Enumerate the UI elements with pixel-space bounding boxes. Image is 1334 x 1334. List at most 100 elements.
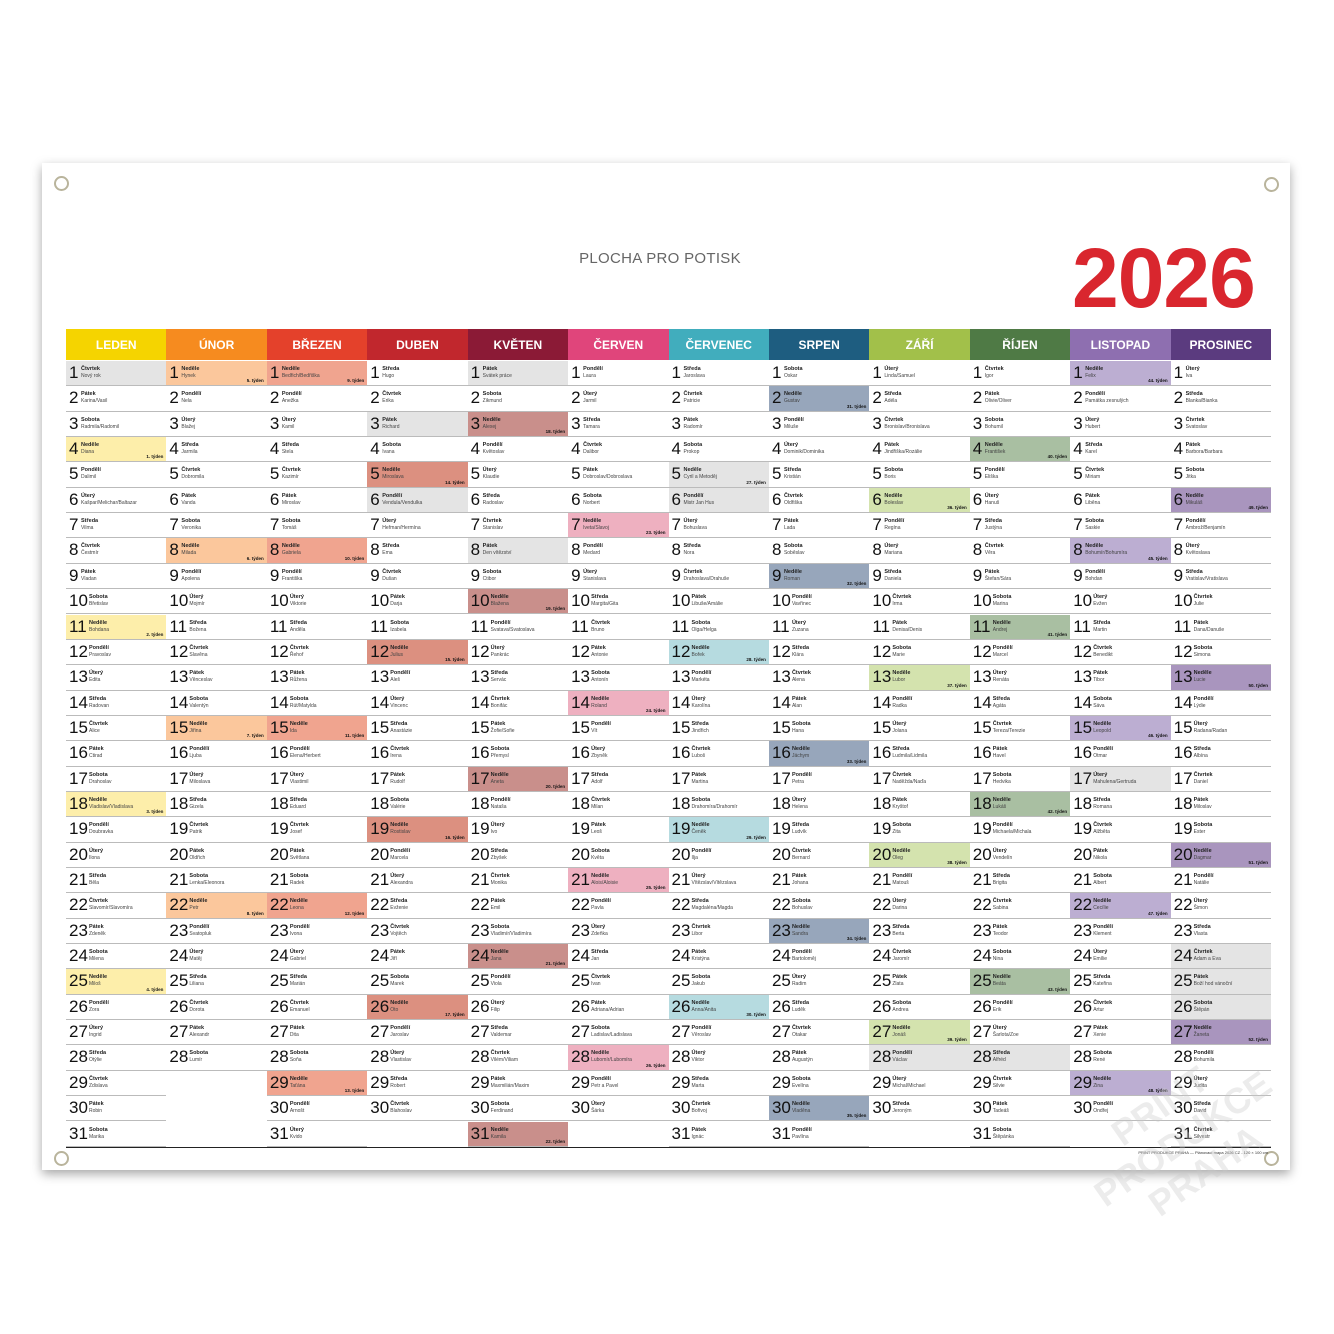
day-cell[interactable]: 27 Úterý Ingrid — [66, 1020, 167, 1046]
day-cell[interactable]: 28 Pondělí Bohumila — [1170, 1045, 1272, 1071]
day-cell[interactable]: 11 Neděle Bohdana 2. týden — [66, 614, 167, 640]
day-cell[interactable]: 8 Čtvrtek Věra — [969, 538, 1071, 564]
day-cell[interactable]: 18 Pátek Kryštof — [869, 792, 970, 818]
day-cell[interactable]: 29 Sobota Evelína — [768, 1071, 870, 1097]
day-cell[interactable]: 12 Čtvrtek Řehoř — [266, 640, 368, 666]
day-cell[interactable]: 16 Pátek Ctirad — [66, 741, 167, 767]
day-cell[interactable]: 11 Pondělí Svatava/Svatoslava — [467, 615, 569, 640]
day-cell[interactable]: 23 Neděle Sandra 34. týden — [768, 918, 870, 945]
day-cell[interactable]: 23 Pondělí Svatopluk — [166, 919, 267, 945]
day-cell[interactable]: 6 Pondělí Mistr Jan Hus — [668, 487, 769, 514]
day-cell[interactable]: 30 Pátek Tadeáš — [969, 1096, 1071, 1122]
day-cell[interactable]: 22 Čtvrtek Sabina — [969, 893, 1071, 919]
day-cell[interactable]: 15 Neděle Jiřina 7. týden — [166, 715, 267, 742]
day-cell[interactable]: 7 Sobota Saskie — [1070, 513, 1171, 539]
day-cell[interactable]: 27 Neděle Žaneta 52. týden — [1170, 1020, 1272, 1046]
day-cell[interactable]: 2 Neděle Gustav 31. týden — [768, 386, 870, 412]
day-cell[interactable]: 6 Pátek Liběna — [1070, 488, 1171, 514]
day-cell[interactable]: 19 Pátek Leoš — [568, 817, 669, 843]
day-cell[interactable]: 2 Pondělí Anežka — [266, 386, 368, 412]
day-cell[interactable]: 1 Pondělí Laura — [568, 361, 669, 387]
day-cell[interactable]: 29 Pátek Maxmilián/Maxim — [467, 1071, 569, 1097]
day-cell[interactable]: 29 Čtvrtek Zdislava — [66, 1071, 167, 1097]
day-cell[interactable]: 15 Čtvrtek Tereza/Terezie — [969, 716, 1071, 742]
day-cell[interactable]: 3 Úterý Kamil — [266, 412, 368, 438]
day-cell[interactable]: 3 Úterý Hubert — [1070, 412, 1171, 438]
day-cell[interactable]: 12 Čtvrtek Slavěna — [166, 640, 267, 666]
day-cell[interactable]: 9 Pátek Štefan/Sára — [969, 564, 1071, 590]
day-cell[interactable]: 27 Středa Valdemar — [467, 1020, 569, 1046]
day-cell[interactable]: 9 Úterý Stanislava — [568, 564, 669, 590]
day-cell[interactable]: 11 Neděle Andrej 41. týden — [969, 614, 1071, 640]
day-cell[interactable]: 10 Úterý Mojmír — [166, 589, 267, 615]
day-cell[interactable]: 3 Středa Tamara — [568, 412, 669, 438]
day-cell[interactable]: 31 Sobota Marika — [66, 1122, 167, 1147]
day-cell[interactable]: 21 Pondělí Matouš — [869, 868, 970, 894]
day-cell[interactable]: 9 Středa Daniela — [869, 564, 970, 590]
day-cell[interactable]: 25 Pátek Zlata — [869, 969, 970, 995]
day-cell[interactable]: 4 Středa Karel — [1070, 437, 1171, 463]
day-cell[interactable]: 3 Sobota Bohumil — [969, 412, 1071, 438]
day-cell[interactable]: 8 Středa Nora — [668, 538, 769, 564]
day-cell[interactable]: 18 Neděle Vladislav/Vladislava 3. týden — [66, 791, 167, 818]
day-cell[interactable]: 20 Středa Zbyšek — [467, 843, 569, 868]
day-cell[interactable]: 8 Čtvrtek Čestmír — [66, 538, 167, 564]
day-cell[interactable]: 23 Sobota Vladimír/Vladimíra — [467, 919, 569, 945]
day-cell[interactable]: 26 Sobota Štěpán — [1170, 994, 1272, 1021]
day-cell[interactable]: 18 Pátek Miloslav — [1170, 792, 1272, 818]
day-cell[interactable]: 10 Pondělí Vavřinec — [768, 589, 870, 615]
day-cell[interactable]: 22 Sobota Bohuslav — [768, 893, 870, 919]
day-cell[interactable]: 17 Pátek Rudolf — [367, 767, 468, 792]
day-cell[interactable]: 28 Pondělí Václav — [869, 1045, 970, 1071]
day-cell[interactable]: 31 Čtvrtek Silvestr — [1170, 1122, 1272, 1147]
day-cell[interactable]: 16 Čtvrtek Irena — [367, 741, 468, 767]
day-cell[interactable]: 10 Sobota Břetislav — [66, 589, 167, 615]
day-cell[interactable]: 16 Pondělí Elena/Herbert — [266, 741, 368, 767]
day-cell[interactable]: 24 Úterý Gabriel — [266, 944, 368, 970]
day-cell[interactable]: 18 Středa Gizela — [166, 792, 267, 818]
day-cell[interactable]: 7 Sobota Veronika — [166, 513, 267, 539]
day-cell[interactable]: 15 Čtvrtek Alice — [66, 716, 167, 742]
day-cell[interactable]: 17 Neděle Aneta 20. týden — [467, 766, 569, 792]
day-cell[interactable]: 15 Pátek Žofie/Sofie — [467, 716, 569, 742]
day-cell[interactable]: 25 Pondělí Viola — [467, 969, 569, 995]
day-cell[interactable]: 1 Sobota Oskar — [768, 361, 870, 387]
day-cell[interactable]: 2 Pátek Karina/Vasil — [66, 386, 167, 412]
day-cell[interactable]: 14 Neděle Roland 24. týden — [568, 690, 669, 716]
day-cell[interactable]: 16 Pondělí Otmar — [1070, 741, 1171, 767]
day-cell[interactable]: 15 Neděle Leopold 46. týden — [1070, 715, 1171, 742]
day-cell[interactable]: 18 Středa Romana — [1070, 792, 1171, 818]
day-cell[interactable]: 23 Pondělí Ivona — [266, 919, 368, 945]
day-cell[interactable]: 21 Sobota Radek — [266, 868, 368, 894]
day-cell[interactable]: 5 Pondělí Eliška — [969, 462, 1071, 488]
day-cell[interactable]: 1 Středa Jaroslava — [668, 361, 769, 387]
day-cell[interactable]: 9 Středa Vratislav/Vratislava — [1170, 564, 1272, 590]
day-cell[interactable]: 8 Sobota Soběslav — [768, 538, 870, 564]
day-cell[interactable]: 6 Čtvrtek Oldřiška — [768, 488, 870, 514]
day-cell[interactable]: 2 Pondělí Nela — [166, 386, 267, 412]
day-cell[interactable]: 4 Sobota Ivana — [367, 437, 468, 463]
day-cell[interactable]: 25 Sobota Marek — [367, 969, 468, 995]
day-cell[interactable]: 31 Pondělí Pavlína — [768, 1122, 870, 1147]
day-cell[interactable]: 8 Pondělí Medard — [568, 538, 669, 564]
day-cell[interactable]: 8 Neděle Bohumír/Bohumíra 45. týden — [1070, 538, 1171, 564]
day-cell[interactable]: 26 Neděle Oto 17. týden — [367, 994, 468, 1021]
day-cell[interactable]: 12 Pondělí Pravoslav — [66, 640, 167, 666]
day-cell[interactable]: 17 Čtvrtek Naděžda/Naďa — [869, 767, 970, 792]
day-cell[interactable]: 4 Středa Stela — [266, 437, 368, 463]
day-cell[interactable]: 2 Středa Adéla — [869, 386, 970, 412]
day-cell[interactable]: 23 Čtvrtek Vojtěch — [367, 919, 468, 945]
day-cell[interactable]: 6 Pátek Vanda — [166, 488, 267, 514]
day-cell[interactable]: 12 Pondělí Marcel — [969, 640, 1071, 666]
day-cell[interactable]: 11 Čtvrtek Bruno — [568, 615, 669, 640]
day-cell[interactable]: 5 Sobota Boris — [869, 462, 970, 488]
day-cell[interactable]: 27 Pátek Dita — [266, 1020, 368, 1046]
day-cell[interactable]: 11 Pátek Dana/Danuše — [1170, 615, 1272, 640]
day-cell[interactable]: 4 Neděle Diana 1. týden — [66, 437, 167, 463]
day-cell[interactable]: 25 Neděle Miloš 4. týden — [66, 969, 167, 995]
day-cell[interactable]: 3 Úterý Blažej — [166, 412, 267, 438]
day-cell[interactable]: 5 Sobota Jitka — [1170, 462, 1272, 488]
day-cell[interactable]: 30 Neděle Vladěna 35. týden — [768, 1096, 870, 1122]
day-cell[interactable]: 24 Sobota Nina — [969, 944, 1071, 970]
day-cell[interactable]: 9 Pondělí Františka — [266, 564, 368, 590]
